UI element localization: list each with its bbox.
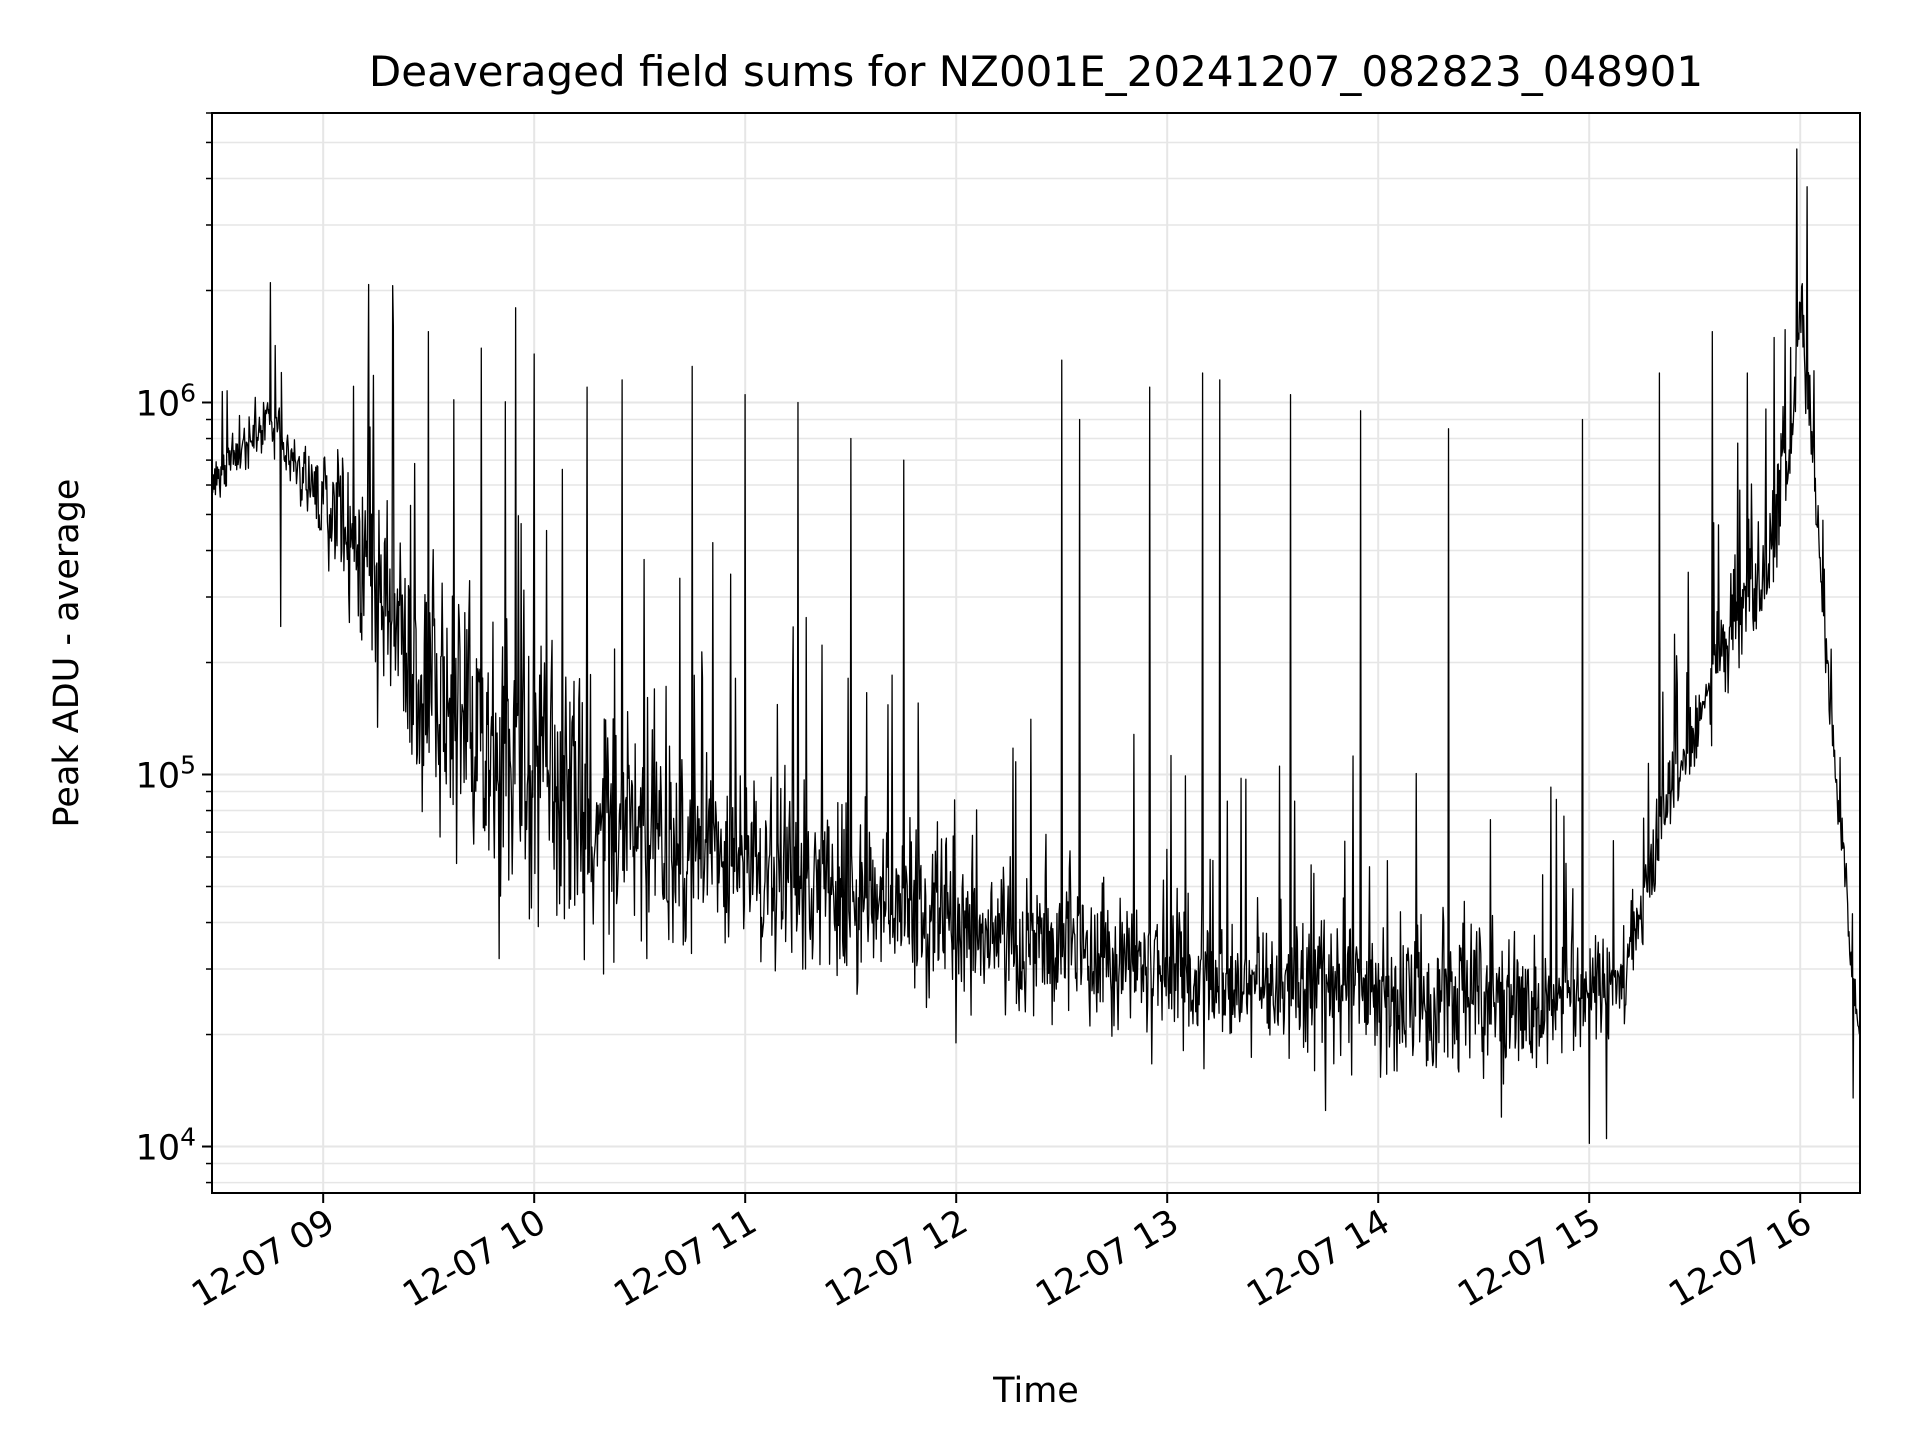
x-axis-title: Time — [992, 1371, 1079, 1411]
y-tick-label: 104 — [136, 1123, 196, 1169]
chart-title: Deaveraged field sums for NZ001E_2024120… — [369, 47, 1703, 96]
plot-frame — [211, 112, 1861, 1194]
y-tick-label: 106 — [136, 378, 196, 424]
y-axis-title: Peak ADU - average — [47, 479, 87, 828]
y-axis: 104 105 106 — [136, 112, 212, 1184]
grid-lines — [212, 112, 1860, 1193]
series-line-path — [211, 148, 1861, 1144]
y-tick-label: 105 — [136, 751, 196, 797]
series-line — [211, 148, 1861, 1144]
